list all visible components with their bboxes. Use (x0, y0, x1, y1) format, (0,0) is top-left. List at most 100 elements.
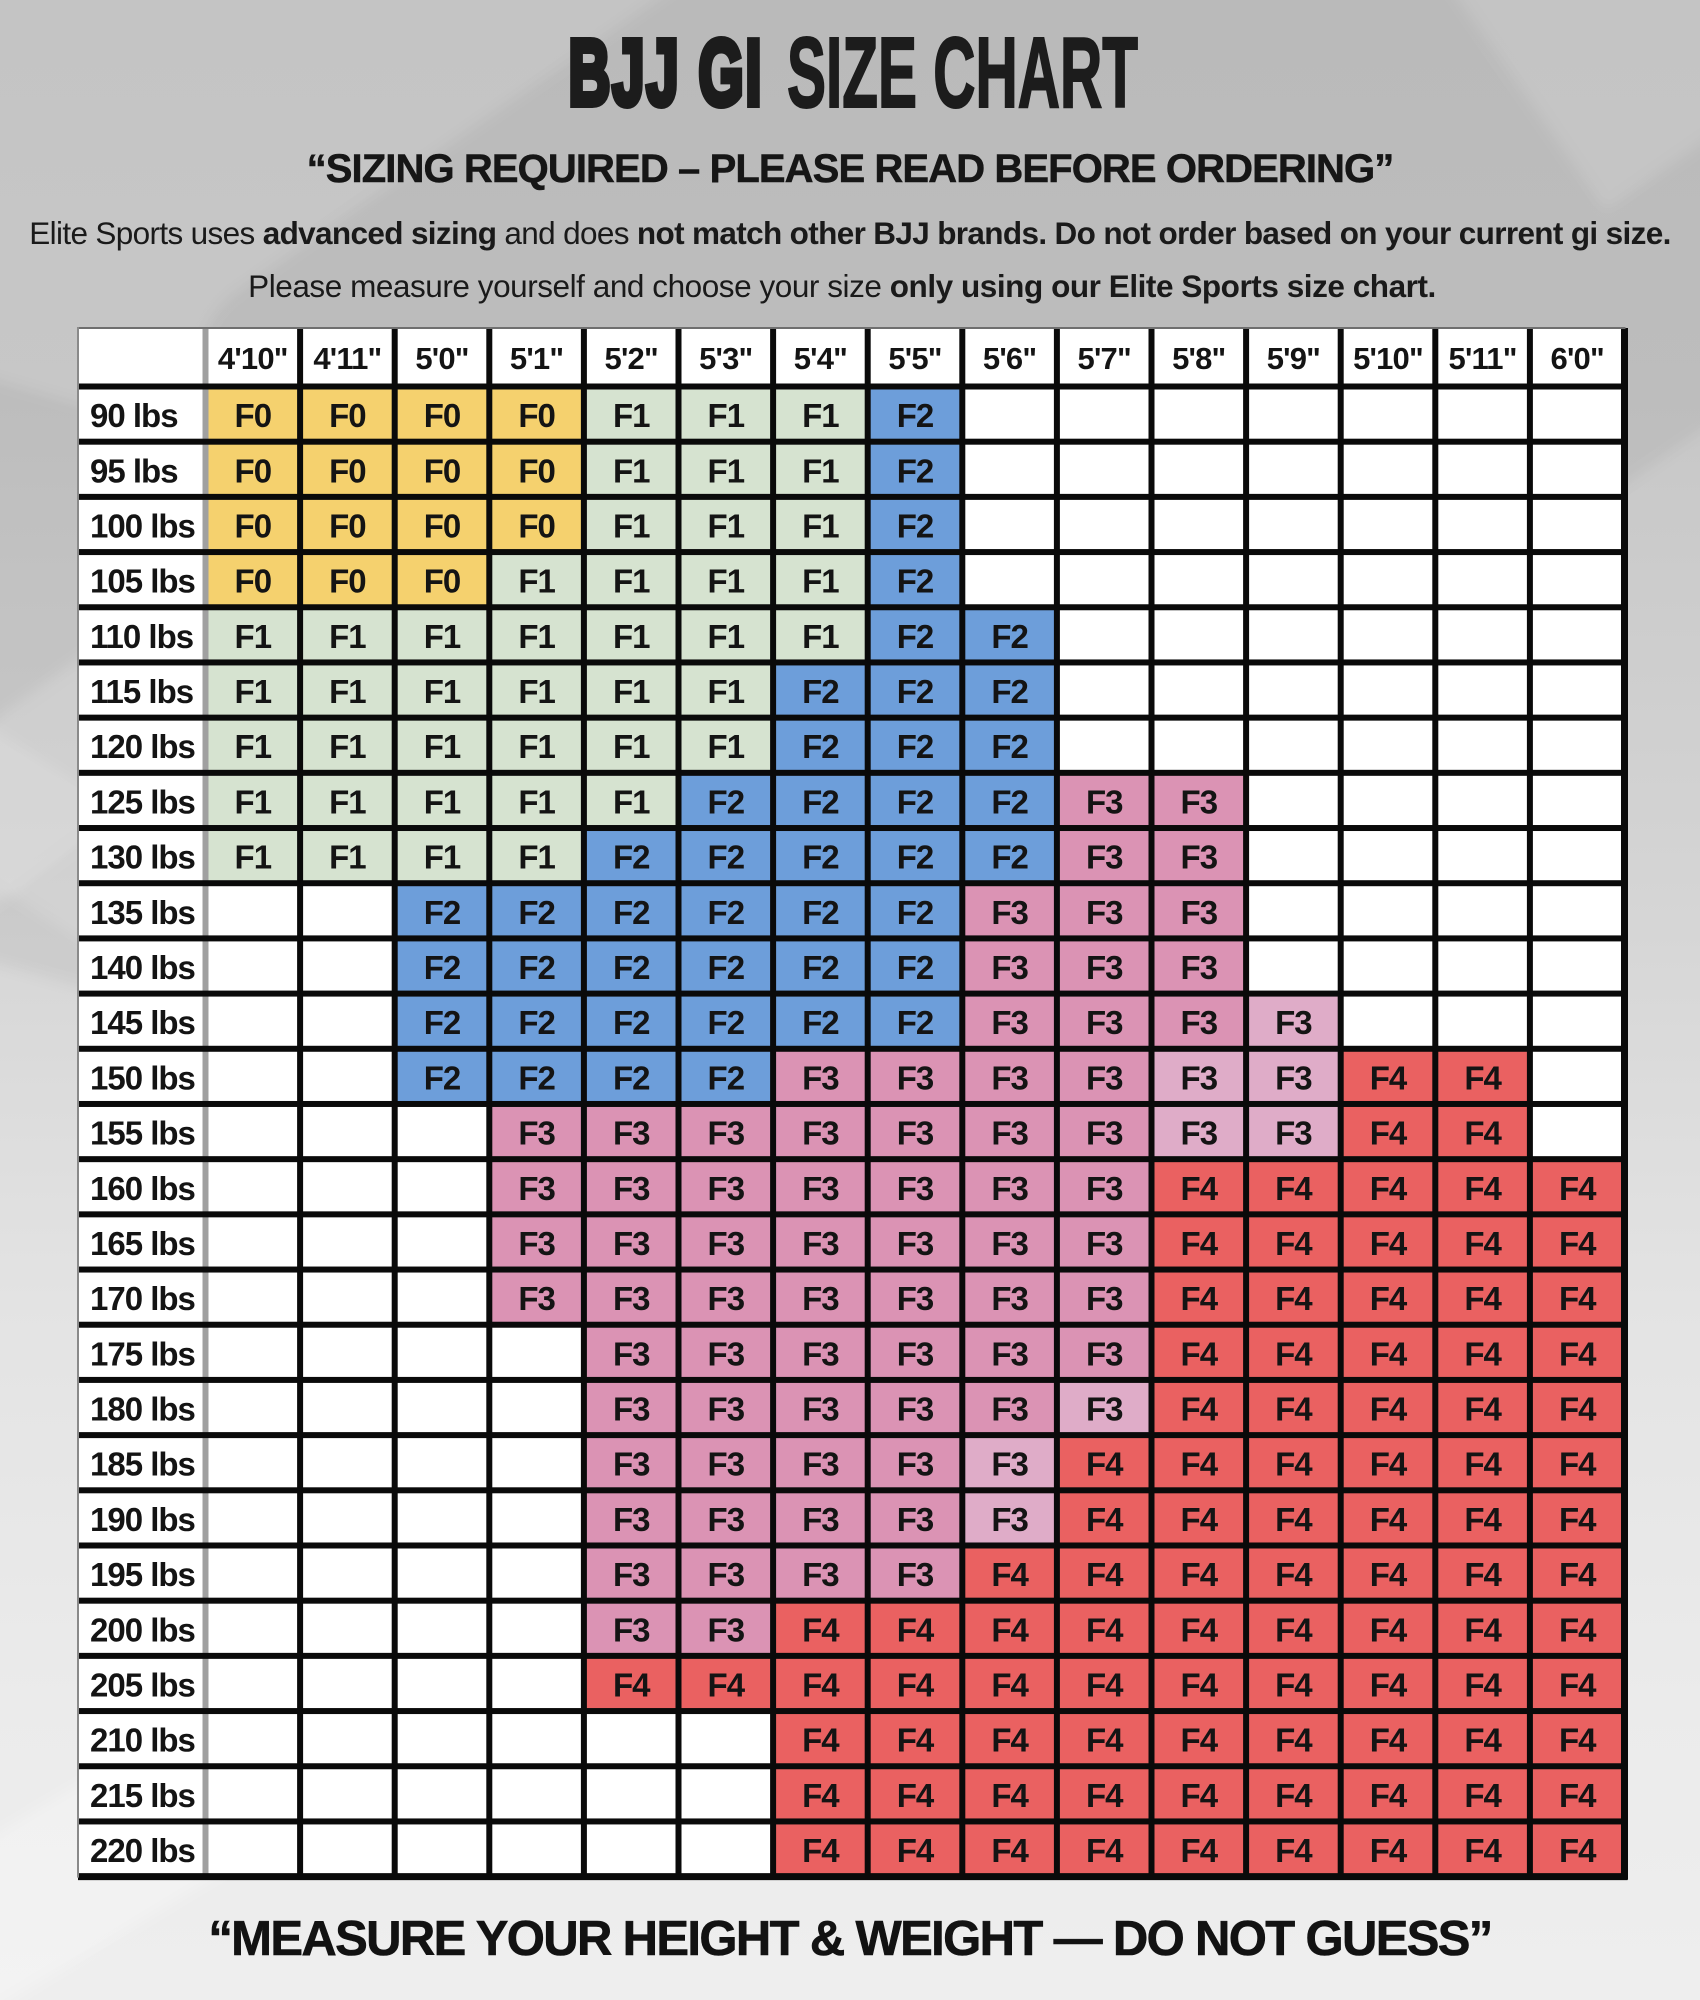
svg-text:6'0": 6'0" (1551, 341, 1604, 376)
svg-text:F4: F4 (1464, 1280, 1502, 1317)
svg-text:F0: F0 (424, 507, 461, 544)
svg-text:F4: F4 (1370, 1335, 1408, 1372)
svg-text:F3: F3 (802, 1391, 839, 1428)
svg-text:F0: F0 (424, 452, 461, 489)
svg-text:F2: F2 (613, 894, 650, 931)
svg-text:F3: F3 (1181, 1059, 1218, 1096)
svg-text:F2: F2 (897, 949, 934, 986)
svg-text:F3: F3 (802, 1170, 839, 1207)
svg-text:F4: F4 (613, 1666, 651, 1703)
svg-text:F4: F4 (1370, 1832, 1408, 1869)
svg-text:F4: F4 (1370, 1225, 1408, 1262)
svg-text:F1: F1 (235, 673, 272, 710)
svg-text:F4: F4 (802, 1722, 840, 1759)
svg-text:F4: F4 (1464, 1777, 1502, 1814)
svg-text:F1: F1 (613, 452, 650, 489)
svg-text:F1: F1 (802, 507, 839, 544)
svg-text:F3: F3 (897, 1446, 934, 1483)
svg-text:F3: F3 (1086, 1225, 1123, 1262)
svg-text:F3: F3 (1086, 1335, 1123, 1372)
svg-text:F2: F2 (708, 1004, 745, 1041)
svg-text:F3: F3 (897, 1556, 934, 1593)
svg-text:F3: F3 (1086, 1004, 1123, 1041)
svg-text:F2: F2 (897, 452, 934, 489)
svg-text:F1: F1 (518, 839, 555, 876)
svg-text:F3: F3 (1181, 839, 1218, 876)
svg-text:F4: F4 (1464, 1501, 1502, 1538)
svg-text:F2: F2 (518, 894, 555, 931)
svg-text:F3: F3 (897, 1170, 934, 1207)
svg-text:F4: F4 (1086, 1722, 1124, 1759)
svg-text:F1: F1 (518, 563, 555, 600)
svg-text:5'5": 5'5" (888, 341, 941, 376)
svg-text:F2: F2 (897, 839, 934, 876)
svg-text:F4: F4 (897, 1722, 935, 1759)
svg-text:F1: F1 (518, 728, 555, 765)
svg-text:F2: F2 (991, 728, 1028, 765)
svg-text:F1: F1 (329, 783, 366, 820)
svg-text:F2: F2 (991, 839, 1028, 876)
svg-text:220 lbs: 220 lbs (90, 1832, 195, 1869)
svg-text:F4: F4 (1370, 1777, 1408, 1814)
svg-text:F3: F3 (708, 1446, 745, 1483)
svg-text:F3: F3 (991, 1501, 1028, 1538)
svg-text:F3: F3 (802, 1059, 839, 1096)
svg-text:F1: F1 (708, 452, 745, 489)
svg-text:F4: F4 (1464, 1115, 1502, 1152)
svg-text:F4: F4 (1181, 1777, 1219, 1814)
svg-text:F3: F3 (613, 1170, 650, 1207)
svg-text:F4: F4 (1275, 1832, 1313, 1869)
svg-text:F3: F3 (897, 1335, 934, 1372)
svg-text:F3: F3 (708, 1556, 745, 1593)
svg-text:5'4": 5'4" (794, 341, 847, 376)
svg-text:F0: F0 (235, 507, 272, 544)
svg-text:F3: F3 (1181, 1115, 1218, 1152)
svg-text:F4: F4 (1181, 1225, 1219, 1262)
svg-text:100 lbs: 100 lbs (90, 507, 195, 544)
svg-text:F3: F3 (897, 1115, 934, 1152)
svg-text:F2: F2 (897, 728, 934, 765)
svg-text:F2: F2 (613, 1004, 650, 1041)
svg-text:F4: F4 (802, 1832, 840, 1869)
svg-text:F3: F3 (1086, 1280, 1123, 1317)
svg-text:F3: F3 (613, 1115, 650, 1152)
svg-text:F4: F4 (1275, 1501, 1313, 1538)
svg-text:F1: F1 (613, 728, 650, 765)
svg-text:F4: F4 (1464, 1391, 1502, 1428)
svg-text:F2: F2 (897, 507, 934, 544)
svg-text:F3: F3 (708, 1115, 745, 1152)
svg-text:F3: F3 (708, 1280, 745, 1317)
svg-text:F4: F4 (1181, 1391, 1219, 1428)
svg-text:F4: F4 (1370, 1115, 1408, 1152)
svg-text:F3: F3 (613, 1225, 650, 1262)
svg-text:F2: F2 (897, 563, 934, 600)
svg-text:F2: F2 (802, 728, 839, 765)
svg-text:5'6": 5'6" (983, 341, 1036, 376)
svg-text:F4: F4 (1181, 1666, 1219, 1703)
svg-text:F3: F3 (708, 1170, 745, 1207)
svg-text:F1: F1 (235, 783, 272, 820)
svg-text:F2: F2 (518, 949, 555, 986)
svg-text:F1: F1 (708, 618, 745, 655)
svg-text:F4: F4 (1275, 1777, 1313, 1814)
svg-text:F1: F1 (708, 728, 745, 765)
svg-text:170 lbs: 170 lbs (90, 1280, 195, 1317)
svg-text:F1: F1 (518, 673, 555, 710)
svg-text:F3: F3 (613, 1501, 650, 1538)
svg-text:90 lbs: 90 lbs (90, 397, 178, 434)
svg-text:F4: F4 (1086, 1446, 1124, 1483)
svg-text:5'0": 5'0" (415, 341, 468, 376)
svg-text:F1: F1 (329, 618, 366, 655)
svg-text:F4: F4 (1559, 1280, 1597, 1317)
svg-text:F2: F2 (708, 783, 745, 820)
svg-text:F1: F1 (802, 452, 839, 489)
svg-text:165 lbs: 165 lbs (90, 1225, 195, 1262)
svg-text:F3: F3 (1086, 783, 1123, 820)
svg-text:F2: F2 (802, 949, 839, 986)
svg-text:F3: F3 (991, 1446, 1028, 1483)
svg-text:F2: F2 (424, 949, 461, 986)
svg-text:F4: F4 (1275, 1446, 1313, 1483)
svg-text:F4: F4 (1181, 1170, 1219, 1207)
svg-text:160 lbs: 160 lbs (90, 1170, 195, 1207)
svg-text:F3: F3 (1275, 1115, 1312, 1152)
